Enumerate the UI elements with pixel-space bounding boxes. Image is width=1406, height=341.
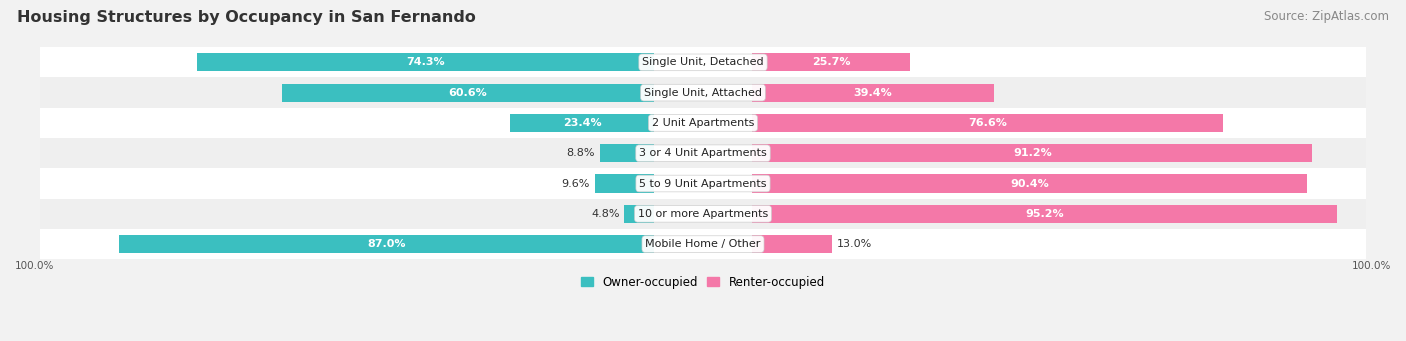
- Text: 13.0%: 13.0%: [837, 239, 872, 249]
- Text: 2 Unit Apartments: 2 Unit Apartments: [652, 118, 754, 128]
- Text: 25.7%: 25.7%: [811, 57, 851, 68]
- Bar: [752, 235, 832, 253]
- Bar: [752, 114, 1223, 132]
- Text: Housing Structures by Occupancy in San Fernando: Housing Structures by Occupancy in San F…: [17, 10, 475, 25]
- Text: 100.0%: 100.0%: [15, 261, 55, 271]
- Text: 95.2%: 95.2%: [1025, 209, 1064, 219]
- Bar: [197, 53, 654, 71]
- Bar: [510, 114, 654, 132]
- Legend: Owner-occupied, Renter-occupied: Owner-occupied, Renter-occupied: [576, 271, 830, 294]
- Bar: [39, 77, 1367, 108]
- Text: 87.0%: 87.0%: [367, 239, 406, 249]
- Bar: [752, 144, 1312, 162]
- Text: 9.6%: 9.6%: [561, 179, 591, 189]
- Text: 4.8%: 4.8%: [591, 209, 620, 219]
- Text: 23.4%: 23.4%: [562, 118, 602, 128]
- Bar: [120, 235, 654, 253]
- Bar: [595, 175, 654, 193]
- Bar: [39, 168, 1367, 199]
- Text: 5 to 9 Unit Apartments: 5 to 9 Unit Apartments: [640, 179, 766, 189]
- Text: Source: ZipAtlas.com: Source: ZipAtlas.com: [1264, 10, 1389, 23]
- Text: Single Unit, Detached: Single Unit, Detached: [643, 57, 763, 68]
- Bar: [752, 84, 994, 102]
- Text: 8.8%: 8.8%: [567, 148, 595, 158]
- Text: 60.6%: 60.6%: [449, 88, 486, 98]
- Bar: [39, 199, 1367, 229]
- Bar: [39, 108, 1367, 138]
- Text: 100.0%: 100.0%: [1351, 261, 1391, 271]
- Bar: [752, 175, 1308, 193]
- Text: 3 or 4 Unit Apartments: 3 or 4 Unit Apartments: [640, 148, 766, 158]
- Text: 90.4%: 90.4%: [1011, 179, 1049, 189]
- Bar: [39, 47, 1367, 77]
- Text: 76.6%: 76.6%: [967, 118, 1007, 128]
- Bar: [752, 53, 910, 71]
- Bar: [752, 205, 1337, 223]
- Text: Single Unit, Attached: Single Unit, Attached: [644, 88, 762, 98]
- Bar: [39, 229, 1367, 259]
- Text: Mobile Home / Other: Mobile Home / Other: [645, 239, 761, 249]
- Text: 74.3%: 74.3%: [406, 57, 444, 68]
- Text: 91.2%: 91.2%: [1012, 148, 1052, 158]
- Bar: [281, 84, 654, 102]
- Bar: [624, 205, 654, 223]
- Bar: [600, 144, 654, 162]
- Text: 10 or more Apartments: 10 or more Apartments: [638, 209, 768, 219]
- Bar: [39, 138, 1367, 168]
- Text: 39.4%: 39.4%: [853, 88, 893, 98]
